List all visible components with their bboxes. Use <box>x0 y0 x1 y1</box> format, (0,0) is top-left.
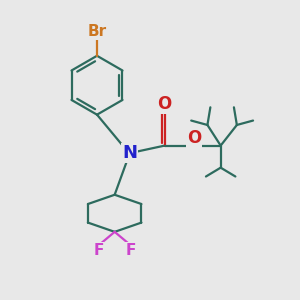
Text: F: F <box>93 243 104 258</box>
Text: F: F <box>126 243 136 258</box>
Text: O: O <box>187 129 201 147</box>
Text: N: N <box>122 144 137 162</box>
Text: Br: Br <box>87 24 106 39</box>
Text: O: O <box>158 95 172 113</box>
